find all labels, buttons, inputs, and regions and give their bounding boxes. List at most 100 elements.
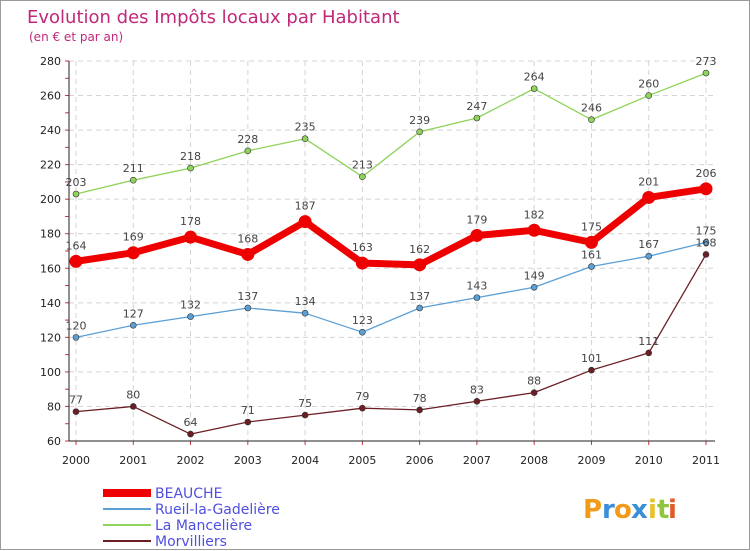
data-label: 77 xyxy=(69,394,83,407)
data-point xyxy=(699,182,713,196)
y-tick-label: 140 xyxy=(40,297,61,310)
data-point xyxy=(69,254,83,268)
x-tick-label: 2003 xyxy=(234,454,262,467)
data-point xyxy=(702,251,710,258)
chart-title: Evolution des Impôts locaux par Habitant xyxy=(27,7,400,28)
data-point xyxy=(702,69,710,77)
data-label: 178 xyxy=(180,215,201,228)
legend-label: Rueil-la-Gadelière xyxy=(155,502,280,518)
legend-label: La Mancelière xyxy=(155,518,252,534)
data-point xyxy=(473,294,481,301)
data-point xyxy=(129,321,137,329)
y-tick-label: 260 xyxy=(40,90,61,103)
data-point xyxy=(584,235,598,249)
data-point xyxy=(359,404,366,412)
data-label: 228 xyxy=(237,133,258,146)
data-label: 175 xyxy=(581,220,602,233)
data-label: 75 xyxy=(298,397,312,410)
axes: 60 80 100 120 140 160 180 200 220 240 260 280 2000 20… xyxy=(40,55,720,467)
data-point xyxy=(470,228,484,242)
data-point xyxy=(72,334,80,341)
data-point xyxy=(702,239,710,246)
x-tick-label: 2005 xyxy=(348,454,376,467)
data-point xyxy=(527,223,541,237)
y-tick-label: 200 xyxy=(40,193,61,206)
data-point xyxy=(301,411,309,419)
logo-letter: o xyxy=(614,495,632,525)
data-point xyxy=(244,418,252,426)
series-lines xyxy=(69,69,713,438)
data-point xyxy=(355,256,369,270)
logo-letter: r xyxy=(602,495,615,525)
data-point xyxy=(645,252,653,260)
data-label: 127 xyxy=(123,307,144,320)
data-point xyxy=(530,85,538,92)
x-tick-label: 2000 xyxy=(62,454,90,467)
data-label: 88 xyxy=(527,375,541,388)
data-label: 168 xyxy=(696,236,717,249)
data-point xyxy=(184,230,198,244)
data-point xyxy=(416,128,423,136)
data-point xyxy=(359,173,366,181)
data-label: 80 xyxy=(126,388,140,401)
data-point xyxy=(473,397,481,405)
data-point xyxy=(241,247,255,261)
data-label: 167 xyxy=(638,238,659,251)
y-tick-label: 80 xyxy=(47,400,61,413)
data-label: 137 xyxy=(237,290,258,303)
data-point xyxy=(72,190,80,198)
data-label: 164 xyxy=(66,239,87,252)
x-tick-label: 2009 xyxy=(577,454,605,467)
data-point xyxy=(416,406,423,414)
data-point xyxy=(301,135,309,143)
data-labels: 203 211 218 228 235 213 239 247 264 246 260 273 120 1… xyxy=(66,55,717,429)
data-point xyxy=(473,114,481,122)
data-point xyxy=(642,190,656,204)
data-point xyxy=(416,304,423,312)
data-point xyxy=(645,92,653,99)
data-point xyxy=(588,366,595,374)
logo-letter: t xyxy=(657,495,669,525)
data-label: 111 xyxy=(638,335,659,348)
chart-subtitle: (en € et par an) xyxy=(29,30,123,44)
grid xyxy=(69,60,715,441)
data-label: 247 xyxy=(466,100,487,113)
data-point xyxy=(588,263,595,270)
data-point xyxy=(298,215,312,229)
logo-letter: i xyxy=(668,495,677,525)
series-line-1 xyxy=(75,241,707,338)
series-line-2 xyxy=(75,254,707,435)
x-tick-label: 2011 xyxy=(692,454,720,467)
data-label: 175 xyxy=(696,224,717,237)
data-label: 163 xyxy=(352,241,373,254)
data-point xyxy=(187,164,194,172)
data-label: 64 xyxy=(184,416,198,429)
logo-letter: P xyxy=(583,495,602,525)
y-tick-label: 180 xyxy=(40,228,61,241)
data-label: 79 xyxy=(355,390,369,403)
data-label: 211 xyxy=(123,162,144,175)
data-point xyxy=(301,309,309,317)
data-point xyxy=(126,246,140,260)
data-label: 134 xyxy=(295,295,316,308)
data-label: 132 xyxy=(180,299,201,312)
data-point xyxy=(645,349,653,357)
data-point xyxy=(530,389,538,396)
x-tick-label: 2007 xyxy=(463,454,491,467)
data-label: 235 xyxy=(295,121,316,134)
legend-label: Morvilliers xyxy=(155,534,227,550)
data-label: 273 xyxy=(696,55,717,68)
data-point xyxy=(187,430,194,438)
data-label: 123 xyxy=(352,314,373,327)
data-point xyxy=(588,116,595,124)
data-label: 120 xyxy=(66,319,87,332)
data-label: 71 xyxy=(241,404,255,417)
data-label: 187 xyxy=(295,200,316,213)
y-tick-label: 280 xyxy=(40,55,61,68)
data-label: 83 xyxy=(470,383,484,396)
y-tick-label: 220 xyxy=(40,159,61,172)
data-point xyxy=(530,283,538,291)
